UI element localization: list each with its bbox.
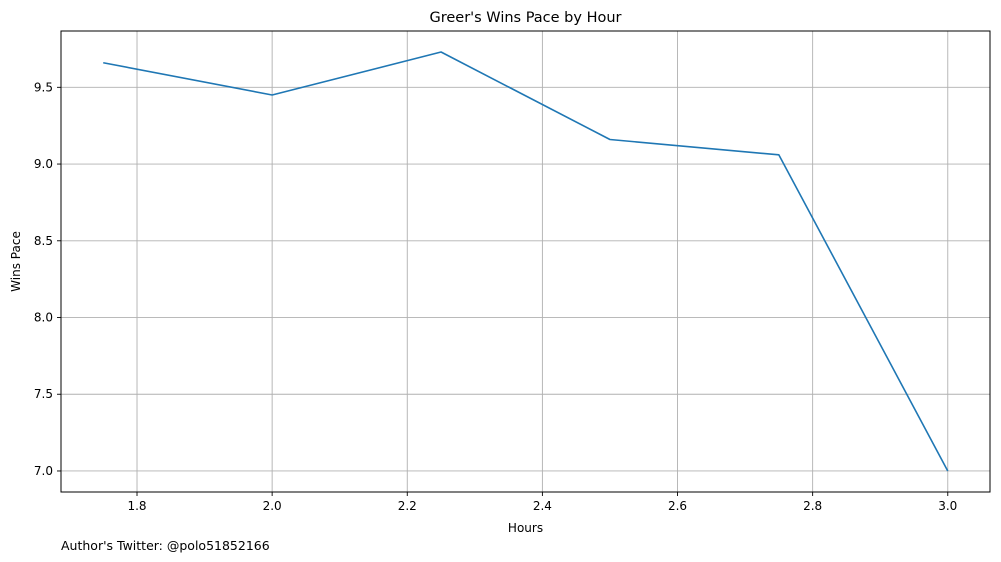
series-group xyxy=(103,51,949,472)
chart-title: Greer's Wins Pace by Hour xyxy=(429,10,621,26)
y-axis-label: Wins Pace xyxy=(9,231,23,292)
x-tick-label: 3.0 xyxy=(938,499,957,513)
grid-lines xyxy=(61,31,990,492)
x-tick-label: 2.4 xyxy=(533,499,552,513)
x-tick-label: 2.8 xyxy=(803,499,822,513)
y-tick-label: 9.5 xyxy=(34,80,53,94)
x-axis-ticks: 1.8 2.0 2.2 2.4 2.6 2.8 3.0 xyxy=(127,492,957,513)
y-tick-label: 7.5 xyxy=(34,387,53,401)
x-tick-label: 2.2 xyxy=(398,499,417,513)
y-tick-label: 9.0 xyxy=(34,157,53,171)
plot-frame xyxy=(60,30,991,493)
y-tick-label: 8.5 xyxy=(34,234,53,248)
x-tick-label: 1.8 xyxy=(127,499,146,513)
y-axis-ticks: 7.0 7.5 8.0 8.5 9.0 9.5 xyxy=(34,80,61,478)
x-axis-label: Hours xyxy=(508,521,543,535)
author-twitter-note: Author's Twitter: @polo51852166 xyxy=(61,538,270,553)
y-tick-label: 8.0 xyxy=(34,311,53,325)
y-tick-label: 7.0 xyxy=(34,464,53,478)
series-line xyxy=(103,51,949,472)
x-tick-label: 2.0 xyxy=(263,499,282,513)
x-tick-label: 2.6 xyxy=(668,499,687,513)
